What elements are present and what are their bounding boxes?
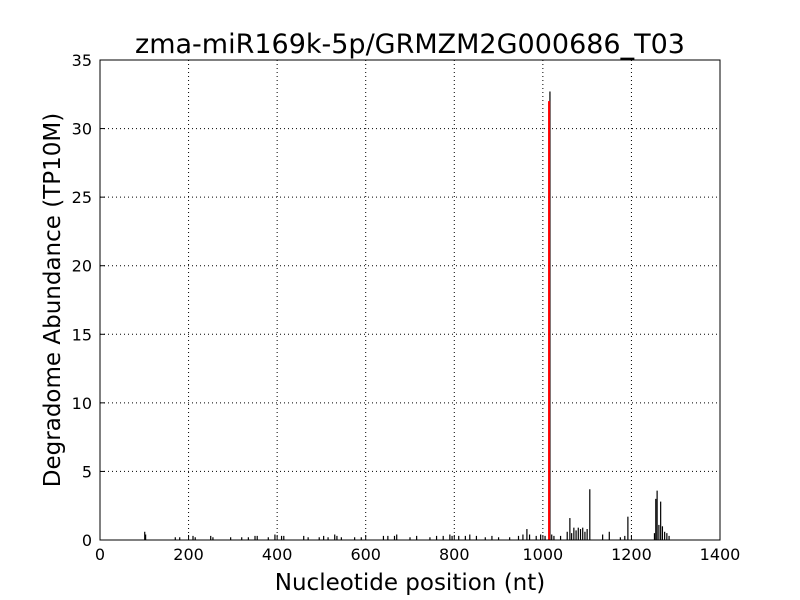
x-tick-label: 800 bbox=[439, 545, 470, 564]
plot-frame bbox=[99, 59, 721, 541]
chart-title: zma-miR169k-5p/GRMZM2G000686_T03 bbox=[135, 29, 685, 60]
x-tick-label: 600 bbox=[350, 545, 381, 564]
y-tick-label: 30 bbox=[72, 120, 92, 139]
y-tick-label: 20 bbox=[72, 257, 92, 276]
x-tick-label: 200 bbox=[173, 545, 204, 564]
x-tick-label: 1400 bbox=[700, 545, 741, 564]
x-tick-label: 400 bbox=[262, 545, 293, 564]
y-axis-label: Degradome Abundance (TP10M) bbox=[40, 113, 66, 487]
y-tick-label: 25 bbox=[72, 188, 92, 207]
x-tick-label: 0 bbox=[95, 545, 105, 564]
y-tick-label: 15 bbox=[72, 325, 92, 344]
x-tick-label: 1200 bbox=[611, 545, 652, 564]
y-tick-label: 35 bbox=[72, 51, 92, 70]
y-tick-label: 10 bbox=[72, 394, 92, 413]
x-axis-label: Nucleotide position (nt) bbox=[275, 570, 545, 596]
y-tick-label: 0 bbox=[82, 531, 92, 550]
y-tick-label: 5 bbox=[82, 462, 92, 481]
x-tick-label: 1000 bbox=[522, 545, 563, 564]
